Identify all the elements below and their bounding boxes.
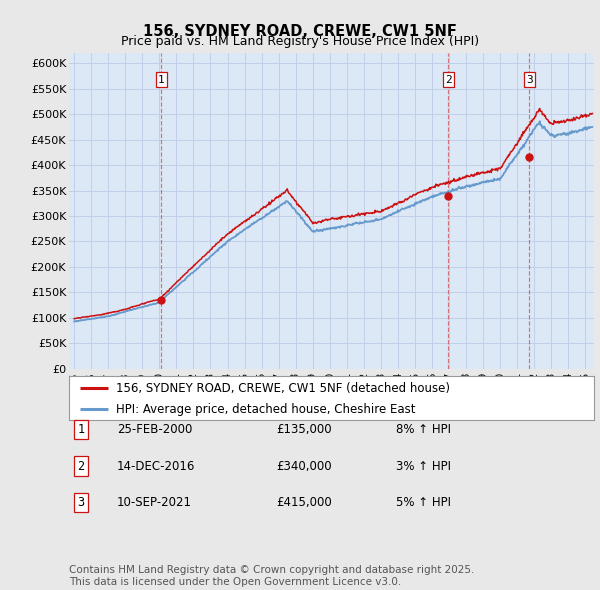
Text: 3% ↑ HPI: 3% ↑ HPI — [396, 460, 451, 473]
Text: 8% ↑ HPI: 8% ↑ HPI — [396, 423, 451, 436]
Text: 10-SEP-2021: 10-SEP-2021 — [117, 496, 192, 509]
Text: 1: 1 — [158, 74, 165, 84]
Text: Price paid vs. HM Land Registry's House Price Index (HPI): Price paid vs. HM Land Registry's House … — [121, 35, 479, 48]
Text: 3: 3 — [526, 74, 533, 84]
Text: 156, SYDNEY ROAD, CREWE, CW1 5NF: 156, SYDNEY ROAD, CREWE, CW1 5NF — [143, 24, 457, 38]
Text: £415,000: £415,000 — [276, 496, 332, 509]
Text: 5% ↑ HPI: 5% ↑ HPI — [396, 496, 451, 509]
Text: 25-FEB-2000: 25-FEB-2000 — [117, 423, 193, 436]
Text: £135,000: £135,000 — [276, 423, 332, 436]
Text: HPI: Average price, detached house, Cheshire East: HPI: Average price, detached house, Ches… — [116, 402, 416, 415]
Text: 14-DEC-2016: 14-DEC-2016 — [117, 460, 196, 473]
Text: Contains HM Land Registry data © Crown copyright and database right 2025.
This d: Contains HM Land Registry data © Crown c… — [69, 565, 475, 587]
Text: 156, SYDNEY ROAD, CREWE, CW1 5NF (detached house): 156, SYDNEY ROAD, CREWE, CW1 5NF (detach… — [116, 382, 450, 395]
Text: 2: 2 — [77, 460, 85, 473]
Text: 2: 2 — [445, 74, 452, 84]
Text: 1: 1 — [77, 423, 85, 436]
Text: 3: 3 — [77, 496, 85, 509]
Text: £340,000: £340,000 — [276, 460, 332, 473]
